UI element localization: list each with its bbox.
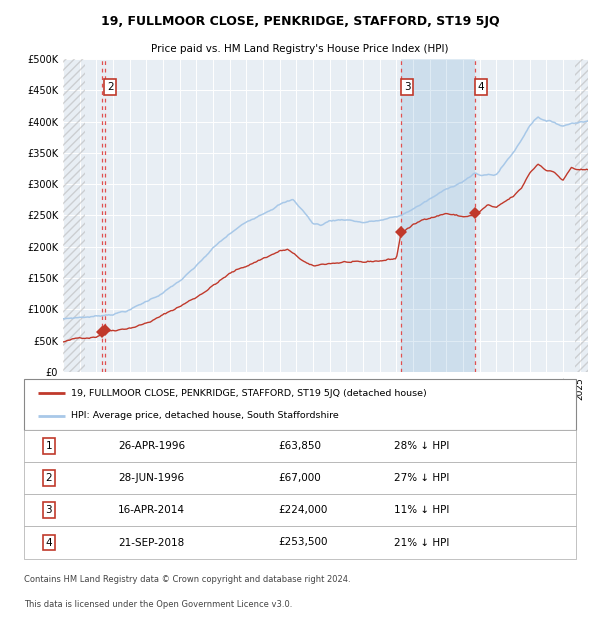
Bar xyxy=(575,59,588,372)
Text: 26-APR-1996: 26-APR-1996 xyxy=(118,441,185,451)
Text: 11% ↓ HPI: 11% ↓ HPI xyxy=(394,505,449,515)
Text: 4: 4 xyxy=(478,82,484,92)
Text: £63,850: £63,850 xyxy=(278,441,321,451)
FancyBboxPatch shape xyxy=(24,526,576,559)
FancyBboxPatch shape xyxy=(24,494,576,526)
Text: 28% ↓ HPI: 28% ↓ HPI xyxy=(394,441,449,451)
Text: 16-APR-2014: 16-APR-2014 xyxy=(118,505,185,515)
Text: 21% ↓ HPI: 21% ↓ HPI xyxy=(394,538,449,547)
FancyBboxPatch shape xyxy=(24,430,576,462)
Text: 19, FULLMOOR CLOSE, PENKRIDGE, STAFFORD, ST19 5JQ (detached house): 19, FULLMOOR CLOSE, PENKRIDGE, STAFFORD,… xyxy=(71,389,427,397)
Text: This data is licensed under the Open Government Licence v3.0.: This data is licensed under the Open Gov… xyxy=(24,600,292,609)
Text: 28-JUN-1996: 28-JUN-1996 xyxy=(118,473,184,483)
Bar xyxy=(63,59,85,372)
Text: 3: 3 xyxy=(404,82,410,92)
Text: 4: 4 xyxy=(46,538,52,547)
Text: 1: 1 xyxy=(46,441,52,451)
Text: HPI: Average price, detached house, South Staffordshire: HPI: Average price, detached house, Sout… xyxy=(71,412,338,420)
Text: 27% ↓ HPI: 27% ↓ HPI xyxy=(394,473,449,483)
Bar xyxy=(401,59,475,372)
Text: 19, FULLMOOR CLOSE, PENKRIDGE, STAFFORD, ST19 5JQ: 19, FULLMOOR CLOSE, PENKRIDGE, STAFFORD,… xyxy=(101,16,499,29)
Text: Price paid vs. HM Land Registry's House Price Index (HPI): Price paid vs. HM Land Registry's House … xyxy=(151,44,449,55)
Text: 2: 2 xyxy=(107,82,113,92)
FancyBboxPatch shape xyxy=(24,379,576,430)
FancyBboxPatch shape xyxy=(24,462,576,494)
Text: £67,000: £67,000 xyxy=(278,473,320,483)
Text: £253,500: £253,500 xyxy=(278,538,328,547)
Text: 21-SEP-2018: 21-SEP-2018 xyxy=(118,538,184,547)
Text: 2: 2 xyxy=(46,473,52,483)
Bar xyxy=(63,59,85,372)
Text: Contains HM Land Registry data © Crown copyright and database right 2024.: Contains HM Land Registry data © Crown c… xyxy=(24,575,350,584)
Text: 3: 3 xyxy=(46,505,52,515)
Text: £224,000: £224,000 xyxy=(278,505,327,515)
